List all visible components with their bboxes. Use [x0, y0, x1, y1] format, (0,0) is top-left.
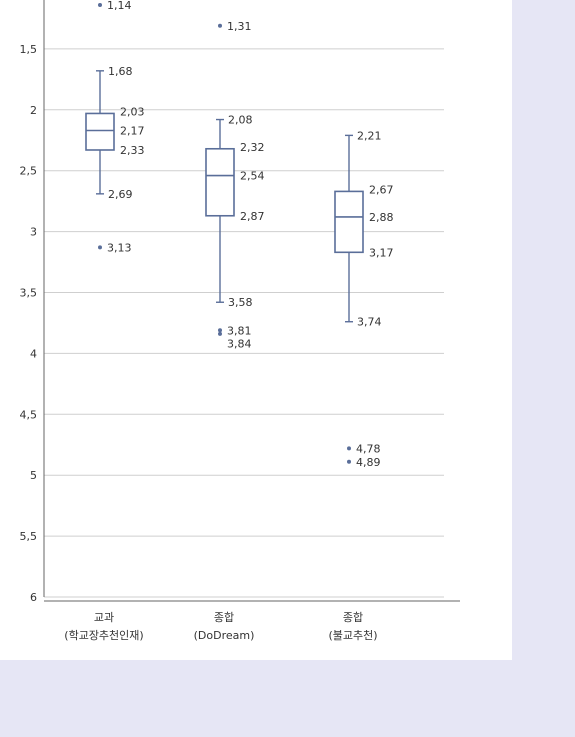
median-label: 2,88 — [369, 211, 394, 224]
y-tick-label: 1,5 — [20, 43, 38, 56]
outlier-point — [98, 245, 102, 250]
x-category-sublabel: (DoDream) — [194, 629, 255, 642]
outlier-label: 4,78 — [356, 442, 381, 455]
outlier-point — [218, 328, 222, 333]
whisker-min-label: 1,68 — [108, 65, 133, 78]
y-tick-label: 4,5 — [20, 408, 38, 421]
y-tick-label: 5 — [30, 469, 37, 482]
x-category-label: 교과 — [94, 611, 114, 624]
y-tick-label: 3,5 — [20, 287, 38, 300]
x-category-sublabel: (학교장추천인재) — [64, 628, 143, 642]
y-tick-label: 2,5 — [20, 165, 38, 178]
q1-label: 2,67 — [369, 183, 394, 196]
whisker-min-label: 2,21 — [357, 129, 382, 142]
box-iqr — [85, 112, 115, 151]
box-iqr — [334, 190, 364, 254]
median-label: 2,17 — [120, 125, 145, 138]
box-plot-chart: 11,522,533,544,555,561,682,032,172,332,6… — [20, 0, 460, 642]
q1-label: 2,32 — [240, 141, 265, 154]
outlier-label: 3,84 — [227, 337, 252, 350]
median-label: 2,54 — [240, 170, 265, 183]
whisker-min-label: 2,08 — [228, 114, 253, 127]
whisker-max-label: 3,58 — [228, 296, 253, 309]
outlier-label: 3,13 — [107, 241, 132, 254]
whisker-max-label: 2,69 — [108, 188, 133, 201]
outlier-label: 1,14 — [107, 0, 132, 12]
x-category-label: 종합 — [214, 611, 234, 624]
y-tick-label: 2 — [30, 104, 37, 117]
y-tick-label: 5,5 — [20, 530, 38, 543]
outlier-point — [218, 23, 222, 28]
q3-label: 3,17 — [369, 246, 394, 259]
x-category-label: 종합 — [343, 611, 363, 624]
outlier-point — [347, 459, 351, 464]
y-tick-label: 4 — [30, 347, 37, 360]
y-tick-label: 3 — [30, 226, 37, 239]
outlier-point — [218, 331, 222, 336]
chart-panel: 11,522,533,544,555,561,682,032,172,332,6… — [0, 0, 512, 660]
outlier-point — [98, 3, 102, 8]
outlier-point — [347, 446, 351, 451]
x-category-sublabel: (불교추천) — [328, 628, 377, 642]
outlier-label: 3,81 — [227, 324, 252, 337]
box-iqr — [205, 147, 235, 217]
q3-label: 2,87 — [240, 210, 265, 223]
outlier-label: 4,89 — [356, 456, 381, 469]
q3-label: 2,33 — [120, 144, 145, 157]
q1-label: 2,03 — [120, 105, 145, 118]
y-tick-label: 6 — [30, 591, 37, 604]
outlier-label: 1,31 — [227, 20, 252, 33]
whisker-max-label: 3,74 — [357, 316, 382, 329]
